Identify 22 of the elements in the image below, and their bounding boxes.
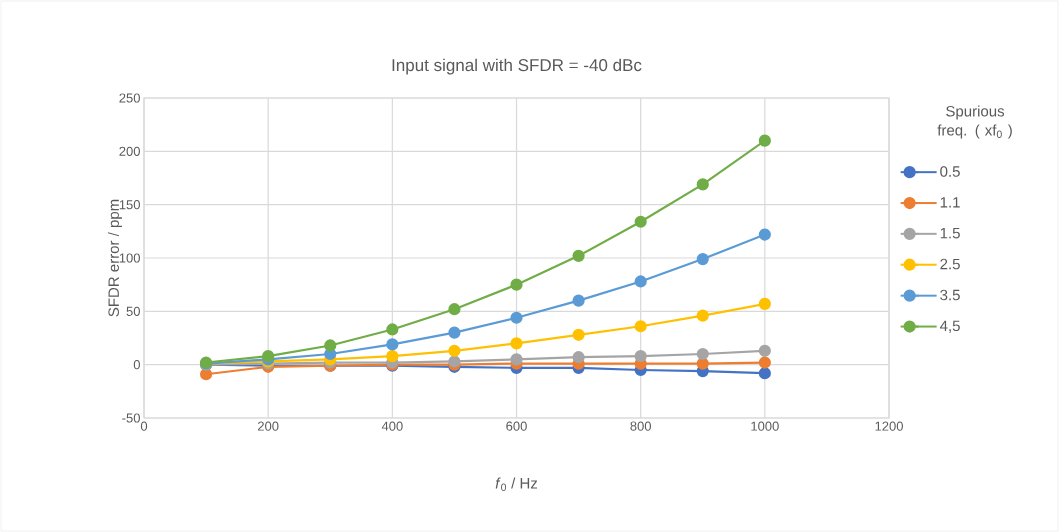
x-tick-label: 600 xyxy=(506,421,527,431)
legend-label: 4,5 xyxy=(939,320,960,333)
x-tick-label: 1000 xyxy=(751,421,779,431)
x-tick-label: 200 xyxy=(257,421,279,431)
y-tick-label: 0 xyxy=(133,360,140,370)
x-tick-label: 400 xyxy=(381,421,403,431)
chart-title: Input signal with SFDR = -40 dBc xyxy=(392,58,642,75)
y-tick-label: 200 xyxy=(119,146,140,156)
x-tick-label: 800 xyxy=(630,421,651,431)
legend-label: 2.5 xyxy=(940,258,960,270)
x-tick-label: 0 xyxy=(140,421,148,431)
legend-label: 1.1 xyxy=(940,197,960,208)
y-tick-label: 50 xyxy=(126,306,140,316)
x-tick-label: 1200 xyxy=(875,421,903,431)
legend-label: 3.5 xyxy=(940,289,960,301)
y-tick-label: 100 xyxy=(119,253,140,263)
legend-title: Spurious freq. ( xf$_{0}$ ) xyxy=(937,105,1012,139)
legend-label: 0.5 xyxy=(940,166,960,177)
legend-label: 1.5 xyxy=(940,227,960,239)
y-tick-label: -50 xyxy=(122,413,140,423)
x-axis-title: f$_{0}$ / Hz xyxy=(495,477,538,491)
y-tick-label: 250 xyxy=(119,93,140,103)
